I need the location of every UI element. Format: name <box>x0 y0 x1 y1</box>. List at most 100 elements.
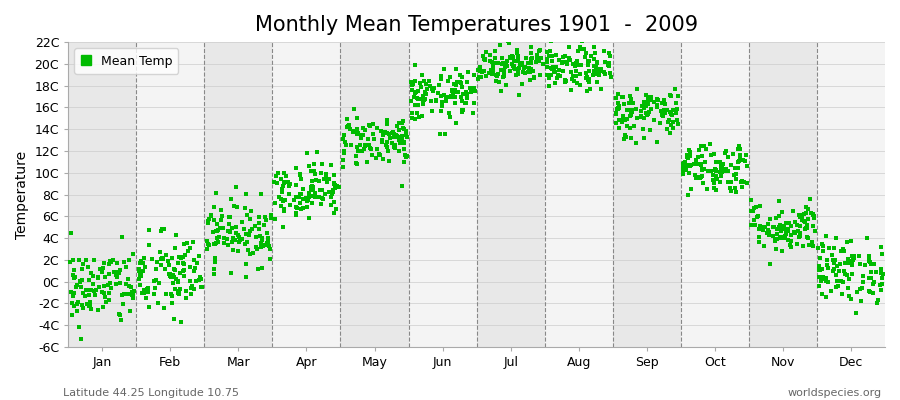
Point <box>68 284 83 290</box>
Point <box>523 76 537 83</box>
Point <box>519 55 534 61</box>
Point <box>102 271 116 278</box>
Point <box>482 69 496 76</box>
Point <box>300 204 314 210</box>
Point <box>818 294 832 300</box>
Point <box>275 183 290 190</box>
Point <box>436 99 450 105</box>
Point <box>224 225 238 231</box>
Point <box>838 271 852 277</box>
Point <box>515 60 529 66</box>
Point <box>639 112 653 118</box>
Point <box>806 242 820 249</box>
Point <box>714 163 728 170</box>
Point <box>238 204 252 211</box>
Point <box>140 286 154 292</box>
Point <box>460 95 474 102</box>
Point <box>161 262 176 268</box>
Point <box>829 234 843 241</box>
Point <box>302 215 316 222</box>
Point <box>594 85 608 92</box>
Point <box>630 86 644 93</box>
Point <box>78 286 93 293</box>
Point <box>303 187 318 194</box>
Point <box>842 293 857 300</box>
Point <box>110 274 124 280</box>
Point <box>760 230 774 236</box>
Point <box>610 106 625 112</box>
Point <box>861 288 876 294</box>
Point <box>212 239 226 246</box>
Point <box>717 150 732 156</box>
Point <box>738 152 752 158</box>
Point <box>616 136 631 143</box>
Point <box>630 115 644 122</box>
Point <box>749 204 763 210</box>
Point <box>322 176 337 182</box>
Point <box>346 129 360 135</box>
Point <box>209 190 223 196</box>
Point <box>356 145 371 152</box>
Point <box>864 260 878 267</box>
Point <box>597 48 611 54</box>
Point <box>508 72 523 78</box>
Point <box>637 105 652 111</box>
Point <box>712 158 726 165</box>
Point <box>215 213 230 219</box>
Point <box>449 66 464 72</box>
Point <box>491 70 505 77</box>
Point <box>238 261 253 267</box>
Point <box>133 272 148 279</box>
Point <box>269 173 284 179</box>
Point <box>545 66 560 72</box>
Point <box>709 172 724 179</box>
Point <box>142 242 157 248</box>
Bar <box>544 42 613 347</box>
Point <box>675 170 689 177</box>
Point <box>836 247 850 254</box>
Point <box>353 142 367 148</box>
Point <box>662 92 677 98</box>
Point <box>703 141 717 147</box>
Point <box>532 58 546 65</box>
Point <box>263 256 277 262</box>
Point <box>734 155 748 161</box>
Point <box>662 117 676 124</box>
Point <box>438 96 453 102</box>
Point <box>456 90 471 97</box>
Point <box>264 214 278 221</box>
Point <box>490 72 504 79</box>
Point <box>116 301 130 307</box>
Point <box>380 121 394 128</box>
Point <box>133 260 148 266</box>
Point <box>608 110 623 117</box>
Point <box>500 58 515 64</box>
Point <box>690 160 705 167</box>
Point <box>752 234 767 240</box>
Point <box>164 274 178 280</box>
Point <box>307 168 321 175</box>
Point <box>863 259 878 266</box>
Point <box>408 90 422 97</box>
Point <box>76 305 90 311</box>
Point <box>94 269 109 275</box>
Point <box>267 179 282 186</box>
Point <box>176 266 191 273</box>
Point <box>850 289 864 295</box>
Point <box>392 148 406 154</box>
Point <box>806 211 821 217</box>
Point <box>231 234 246 240</box>
Point <box>147 291 161 298</box>
Point <box>379 142 393 149</box>
Point <box>323 194 338 200</box>
Point <box>554 60 569 66</box>
Point <box>779 226 794 232</box>
Point <box>571 58 585 64</box>
Point <box>292 194 306 200</box>
Point <box>503 68 517 74</box>
Point <box>292 171 307 178</box>
Point <box>186 268 201 274</box>
Point <box>168 232 183 238</box>
Point <box>714 171 728 178</box>
Point <box>689 157 704 163</box>
